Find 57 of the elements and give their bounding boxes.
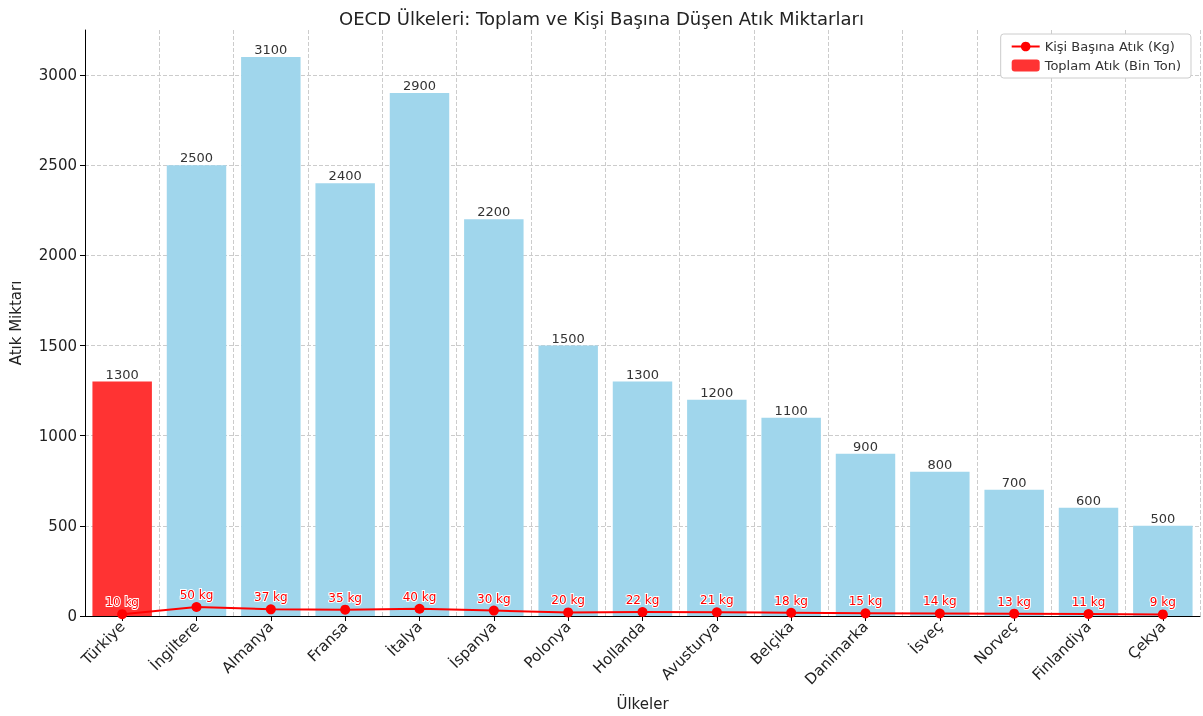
bar: [612, 381, 673, 616]
data-label: 21 kg: [700, 593, 734, 608]
data-label: 37 kg: [254, 590, 288, 605]
data-label: 20 kg: [551, 593, 585, 608]
y-tick-label: 2000: [38, 246, 77, 265]
legend-label: Toplam Atık (Bin Ton): [1043, 58, 1182, 73]
data-label: 40 kg: [402, 589, 437, 604]
y-tick-label: 1000: [38, 426, 77, 445]
y-axis-title: Atık Miktarı: [6, 280, 25, 366]
data-label: 800: [927, 456, 953, 472]
data-label: 1200: [700, 384, 734, 400]
data-label: 1100: [774, 402, 808, 418]
bar: [241, 57, 301, 616]
bar: [1133, 525, 1193, 616]
data-label: 10 kg: [105, 595, 139, 610]
legend-label: Kişi Başına Atık (Kg): [1044, 39, 1175, 54]
data-label: 35 kg: [328, 590, 362, 605]
bar: [910, 471, 970, 616]
bar: [835, 453, 896, 616]
data-label: 500: [1150, 510, 1176, 526]
bar: [315, 183, 375, 616]
data-label: 9 kg: [1149, 595, 1176, 610]
data-label: 2900: [402, 78, 437, 94]
data-label: 50 kg: [179, 587, 214, 602]
data-label: 1300: [625, 366, 660, 382]
y-tick-label: 0: [67, 607, 77, 625]
data-label: 30 kg: [477, 591, 511, 606]
bar: [1058, 507, 1119, 616]
y-tick-label: 1500: [38, 336, 77, 355]
data-label: 900: [853, 438, 878, 454]
data-label: 600: [1076, 492, 1101, 508]
data-label: 2400: [328, 168, 362, 184]
bar: [166, 165, 227, 616]
data-label: 11 kg: [1071, 595, 1106, 610]
bar: [389, 93, 450, 616]
bar: [538, 345, 598, 616]
bar: [761, 417, 821, 616]
data-label: 15 kg: [848, 594, 883, 609]
bar: [92, 381, 152, 616]
data-label: 1300: [105, 366, 139, 382]
data-label: 3100: [254, 42, 288, 58]
chart-title: OECD Ülkeleri: Toplam ve Kişi Başına Düşen Atık Miktarları: [339, 7, 864, 29]
data-label: 1500: [551, 330, 585, 346]
x-axis-title: Ülkeler: [616, 693, 670, 713]
data-label: 2500: [179, 150, 214, 166]
y-tick-label: 2500: [38, 156, 77, 175]
data-label: 13 kg: [997, 594, 1031, 609]
bar: [687, 399, 747, 616]
data-label: 2200: [477, 204, 511, 220]
data-label: 18 kg: [774, 593, 808, 608]
data-label: 22 kg: [625, 593, 660, 608]
data-label: 14 kg: [923, 594, 957, 609]
data-label: 700: [1001, 474, 1027, 490]
y-tick-label: 3000: [38, 66, 77, 85]
bar: [984, 489, 1044, 616]
bar: [464, 219, 524, 616]
y-tick-label: 500: [48, 516, 77, 535]
